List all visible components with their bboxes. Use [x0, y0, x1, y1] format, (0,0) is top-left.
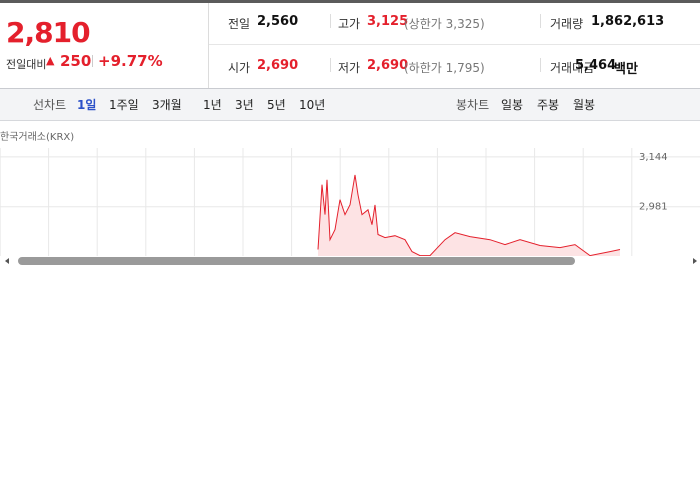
stat-label: 저가 — [338, 61, 361, 75]
period-tab[interactable]: 1주일 — [109, 98, 139, 112]
y-tick-label: 2,981 — [639, 202, 668, 213]
candle-chart-label: 봉차트 — [456, 98, 490, 112]
price: 2,810 — [6, 16, 91, 49]
change: 250 — [60, 52, 92, 70]
stat-label: 고가 — [338, 17, 361, 31]
stat-value: 2,560 — [257, 14, 299, 29]
top-border — [0, 0, 700, 3]
separator — [540, 58, 541, 72]
stat-label: 시가 — [228, 61, 251, 75]
price-area — [318, 174, 620, 270]
y-tick-label: 3,144 — [639, 152, 668, 163]
stat-unit: 백만 — [614, 62, 638, 77]
chart: 한국거래소(KRX) 3,144 2,981 — [0, 131, 700, 270]
toolbar — [0, 88, 700, 121]
price-line — [317, 174, 621, 257]
period-tab[interactable]: 10년 — [299, 98, 326, 112]
stat-label: 전일 — [228, 17, 251, 31]
change-label: 전일대비 — [6, 58, 47, 71]
scroll-left — [5, 258, 9, 264]
stat-note: (상한가 3,325) — [404, 17, 485, 31]
change-rate: +9.77% — [98, 52, 163, 70]
line-chart-label: 선차트 — [33, 98, 67, 112]
period-tab[interactable]: 3년 — [235, 98, 254, 112]
separator — [92, 55, 93, 67]
stat-value: 3,125 — [367, 14, 409, 29]
period-tab[interactable]: 1일 — [77, 98, 97, 112]
period-tab[interactable]: 3개월 — [152, 98, 182, 112]
stat-value: 1,862,613 — [591, 14, 665, 29]
separator — [540, 14, 541, 28]
scrollbar-thumb — [18, 257, 575, 265]
stat-value: 2,690 — [257, 58, 299, 73]
scroll-right — [693, 258, 697, 264]
stat-label: 거래대금 — [550, 61, 595, 75]
separator — [330, 58, 331, 72]
chart-source: 한국거래소(KRX) — [0, 131, 74, 143]
candle-tab[interactable]: 월봉 — [573, 98, 596, 112]
divider — [208, 3, 209, 88]
stat-value: 5,464 — [575, 58, 617, 73]
candle-tab[interactable]: 일봉 — [501, 98, 524, 112]
separator — [330, 14, 331, 28]
up-icon: ▲ — [46, 54, 55, 67]
stat-value: 2,690 — [367, 58, 409, 73]
divider — [209, 44, 700, 45]
period-tab[interactable]: 5년 — [267, 98, 286, 112]
stat-label: 거래량 — [550, 17, 584, 31]
candle-tab[interactable]: 주봉 — [537, 98, 560, 112]
stat-note: (하한가 1,795) — [404, 61, 485, 75]
period-tab[interactable]: 1년 — [203, 98, 222, 112]
